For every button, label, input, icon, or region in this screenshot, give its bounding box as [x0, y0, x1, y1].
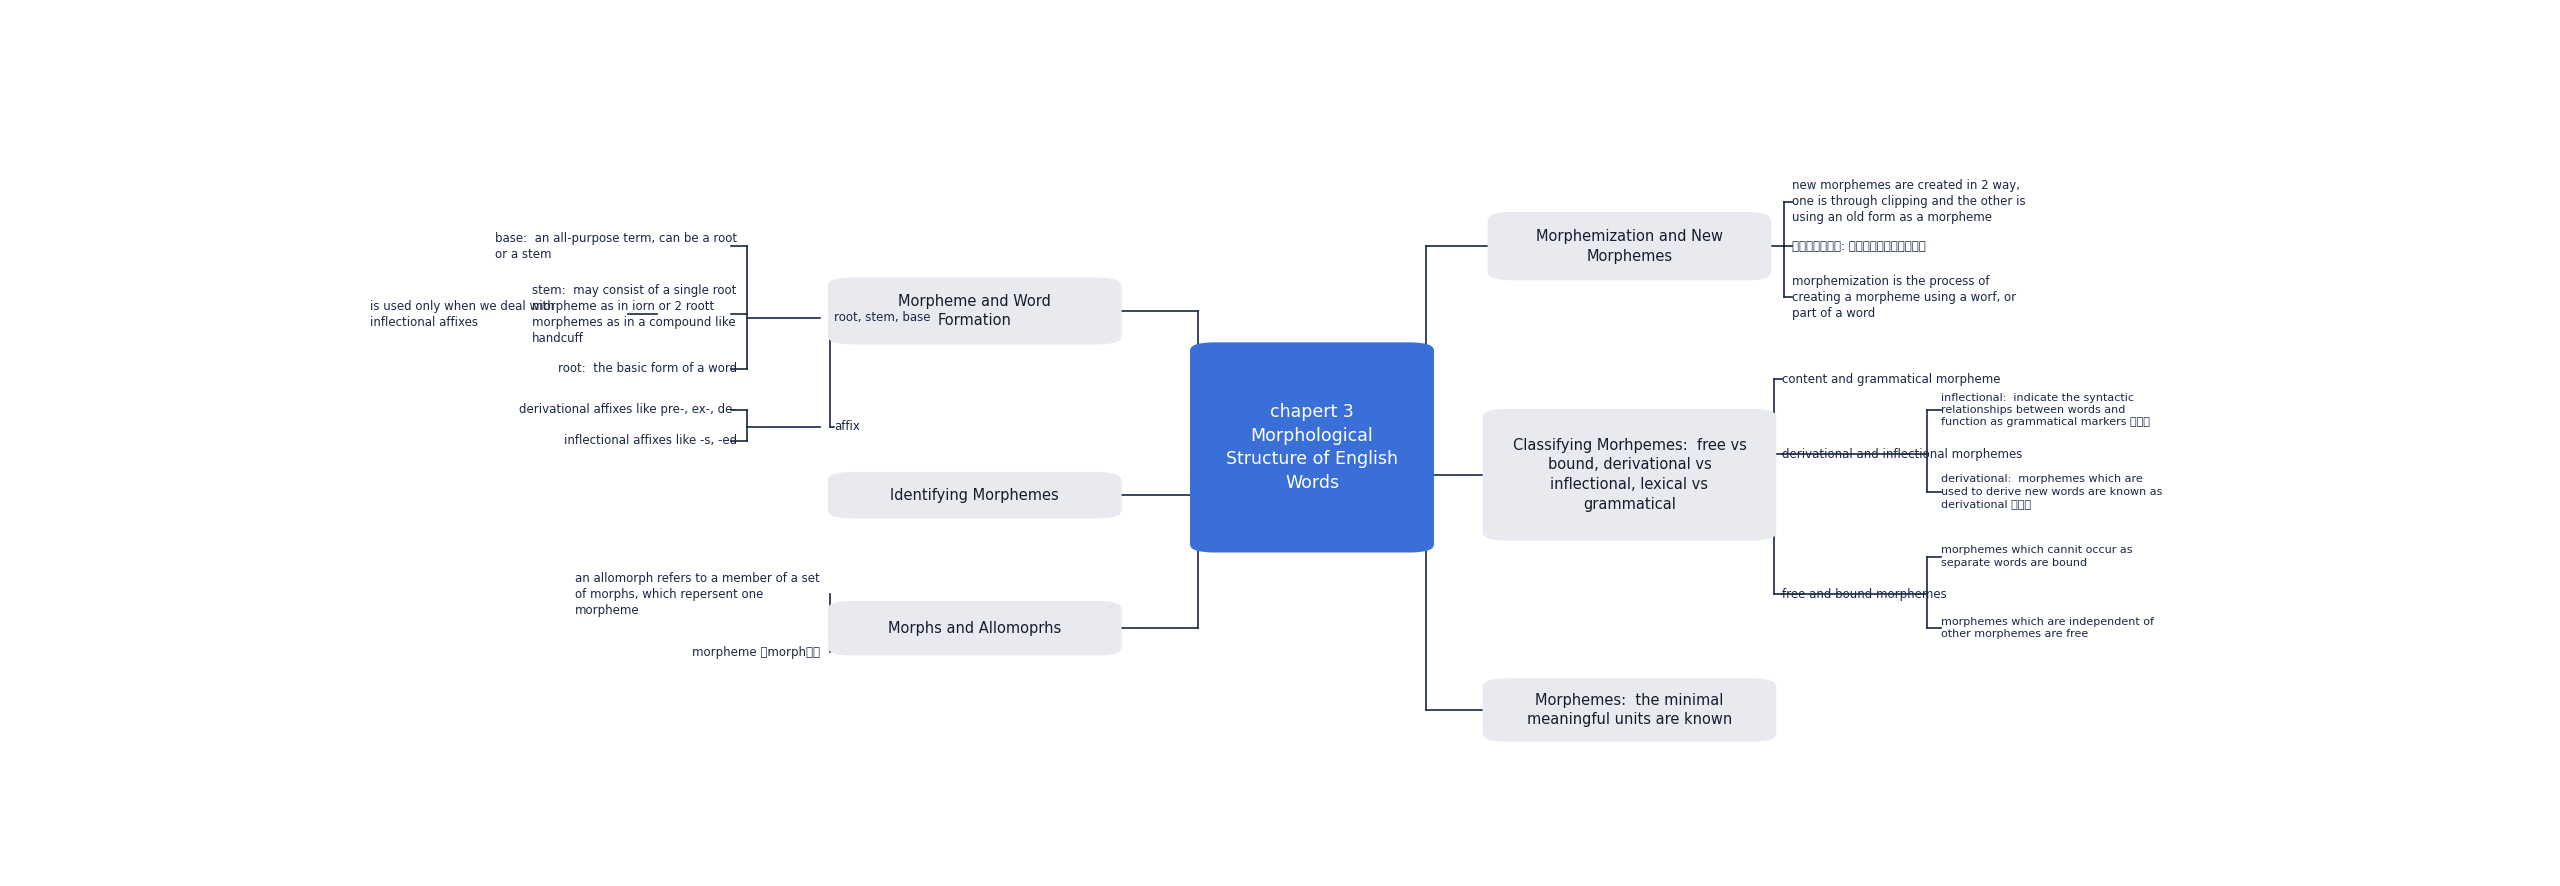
FancyBboxPatch shape: [1482, 408, 1777, 540]
Text: content and grammatical morpheme: content and grammatical morpheme: [1782, 373, 2002, 385]
FancyBboxPatch shape: [1190, 342, 1434, 553]
Text: free and bound morphemes: free and bound morphemes: [1782, 587, 1948, 601]
Text: root:  the basic form of a word: root: the basic form of a word: [558, 362, 737, 376]
Text: Morphemes:  the minimal
meaningful units are known: Morphemes: the minimal meaningful units …: [1526, 693, 1733, 727]
FancyBboxPatch shape: [1482, 679, 1777, 742]
Text: root, stem, base: root, stem, base: [835, 311, 929, 324]
Text: derivational:  morphemes which are
used to derive new words are known as
derivat: derivational: morphemes which are used t…: [1940, 474, 2163, 509]
Text: morphemization is the process of
creating a morpheme using a worf, or
part of a : morphemization is the process of creatin…: [1792, 275, 2017, 320]
Text: morphemes which are independent of
other morphemes are free: morphemes which are independent of other…: [1940, 617, 2153, 640]
Text: Morpheme and Word
Formation: Morpheme and Word Formation: [899, 293, 1052, 329]
FancyBboxPatch shape: [1487, 212, 1772, 280]
Text: 遵循经济性原则: 符号尽量少，意义尽量多: 遵循经济性原则: 符号尽量少，意义尽量多: [1792, 240, 1925, 253]
Text: morphemes which cannit occur as
separate words are bound: morphemes which cannit occur as separate…: [1940, 546, 2132, 568]
Text: is used only when we deal with
inflectional affixes: is used only when we deal with inflectio…: [369, 299, 556, 329]
Text: stem:  may consist of a single root
morpheme as in iorn or 2 roott
morphemes as : stem: may consist of a single root morph…: [532, 284, 737, 345]
Text: derivational affixes like pre-, ex-, de-: derivational affixes like pre-, ex-, de-: [520, 403, 737, 416]
Text: chapert 3
Morphological
Structure of English
Words: chapert 3 Morphological Structure of Eng…: [1226, 403, 1398, 492]
Text: Classifying Morhpemes:  free vs
bound, derivational vs
inflectional, lexical vs
: Classifying Morhpemes: free vs bound, de…: [1513, 438, 1746, 512]
Text: derivational and inflectional morphemes: derivational and inflectional morphemes: [1782, 447, 2022, 461]
Text: base:  an all-purpose term, can be a root
or a stem: base: an all-purpose term, can be a root…: [494, 231, 737, 260]
Text: an allomorph refers to a member of a set
of morphs, which repersent one
morpheme: an allomorph refers to a member of a set…: [576, 571, 819, 617]
Text: inflectional:  indicate the syntactic
relationships between words and
function a: inflectional: indicate the syntactic rel…: [1940, 392, 2150, 427]
Text: Morphs and Allomoprhs: Morphs and Allomoprhs: [888, 621, 1062, 636]
Text: morpheme 由morph实现: morpheme 由morph实现: [691, 646, 819, 658]
Text: Morphemization and New
Morphemes: Morphemization and New Morphemes: [1536, 229, 1723, 263]
FancyBboxPatch shape: [827, 472, 1121, 518]
FancyBboxPatch shape: [827, 277, 1121, 345]
Text: new morphemes are created in 2 way,
one is through clipping and the other is
usi: new morphemes are created in 2 way, one …: [1792, 179, 2025, 224]
Text: affix: affix: [835, 421, 860, 433]
FancyBboxPatch shape: [827, 601, 1121, 656]
Text: Identifying Morphemes: Identifying Morphemes: [891, 487, 1060, 502]
Text: inflectional affixes like -s, -ed: inflectional affixes like -s, -ed: [563, 434, 737, 447]
